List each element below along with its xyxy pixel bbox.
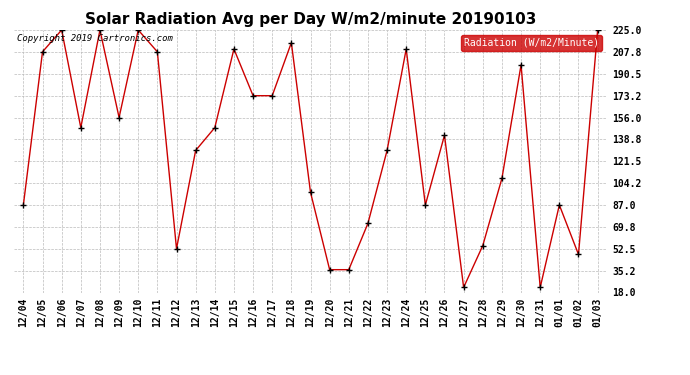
Text: Copyright 2019 Cartronics.com: Copyright 2019 Cartronics.com [17, 34, 172, 43]
Title: Solar Radiation Avg per Day W/m2/minute 20190103: Solar Radiation Avg per Day W/m2/minute … [85, 12, 536, 27]
Legend: Radiation (W/m2/Minute): Radiation (W/m2/Minute) [462, 35, 602, 51]
